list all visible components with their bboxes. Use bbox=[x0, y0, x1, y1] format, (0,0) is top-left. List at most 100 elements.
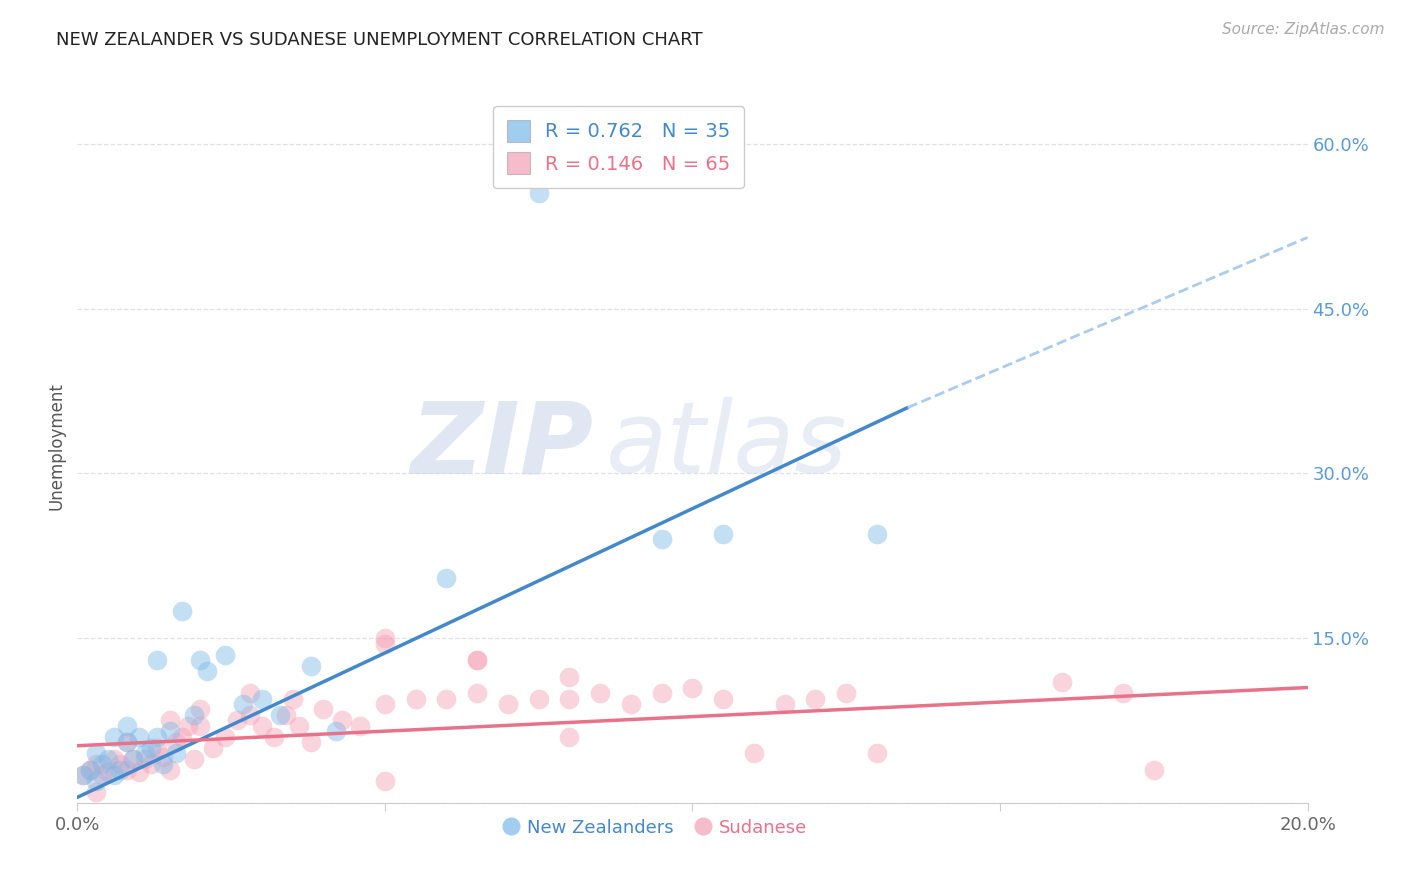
Point bbox=[110, 763, 132, 777]
Point bbox=[188, 702, 212, 716]
Y-axis label: Unemployment: Unemployment bbox=[48, 382, 66, 510]
Point bbox=[651, 686, 673, 700]
Point bbox=[299, 735, 322, 749]
Point bbox=[103, 730, 125, 744]
Point bbox=[159, 714, 181, 728]
Point bbox=[651, 533, 673, 547]
Point bbox=[128, 730, 150, 744]
Point bbox=[835, 686, 858, 700]
Point bbox=[682, 681, 704, 695]
Point bbox=[496, 697, 519, 711]
Point bbox=[558, 730, 581, 744]
Point bbox=[103, 752, 125, 766]
Point bbox=[250, 691, 273, 706]
Point bbox=[141, 757, 163, 772]
Point bbox=[165, 735, 187, 749]
Text: atlas: atlas bbox=[606, 398, 848, 494]
Point bbox=[165, 747, 187, 761]
Point bbox=[276, 708, 298, 723]
Point bbox=[1112, 686, 1135, 700]
Point bbox=[711, 691, 734, 706]
Point bbox=[232, 697, 254, 711]
Point bbox=[804, 691, 827, 706]
Point bbox=[558, 691, 581, 706]
Point bbox=[250, 719, 273, 733]
Point bbox=[374, 631, 396, 645]
Point bbox=[188, 719, 212, 733]
Point bbox=[115, 719, 138, 733]
Point bbox=[146, 653, 169, 667]
Point bbox=[866, 747, 889, 761]
Point bbox=[325, 724, 347, 739]
Point bbox=[84, 773, 107, 788]
Point bbox=[97, 752, 120, 766]
Point bbox=[239, 708, 262, 723]
Point bbox=[269, 708, 291, 723]
Point bbox=[288, 719, 311, 733]
Point bbox=[90, 757, 114, 772]
Point bbox=[134, 747, 156, 761]
Point bbox=[436, 691, 458, 706]
Point bbox=[742, 747, 765, 761]
Point bbox=[374, 697, 396, 711]
Text: Source: ZipAtlas.com: Source: ZipAtlas.com bbox=[1222, 22, 1385, 37]
Point bbox=[159, 724, 181, 739]
Point bbox=[84, 747, 107, 761]
Point bbox=[239, 686, 262, 700]
Point bbox=[773, 697, 796, 711]
Point bbox=[405, 691, 427, 706]
Point bbox=[558, 669, 581, 683]
Text: NEW ZEALANDER VS SUDANESE UNEMPLOYMENT CORRELATION CHART: NEW ZEALANDER VS SUDANESE UNEMPLOYMENT C… bbox=[56, 31, 703, 49]
Point bbox=[90, 768, 114, 782]
Point bbox=[374, 637, 396, 651]
Point bbox=[79, 763, 101, 777]
Point bbox=[121, 752, 143, 766]
Point bbox=[115, 735, 138, 749]
Point bbox=[1050, 675, 1073, 690]
Point bbox=[436, 571, 458, 585]
Point bbox=[589, 686, 612, 700]
Point bbox=[330, 714, 353, 728]
Point bbox=[72, 768, 94, 782]
Point bbox=[527, 691, 550, 706]
Point bbox=[79, 763, 101, 777]
Legend: New Zealanders, Sudanese: New Zealanders, Sudanese bbox=[496, 812, 814, 844]
Point bbox=[214, 648, 236, 662]
Point bbox=[146, 730, 169, 744]
Point bbox=[195, 664, 218, 678]
Text: ZIP: ZIP bbox=[411, 398, 595, 494]
Point bbox=[263, 730, 285, 744]
Point bbox=[620, 697, 643, 711]
Point bbox=[84, 757, 107, 772]
Point bbox=[128, 765, 150, 780]
Point bbox=[374, 773, 396, 788]
Point bbox=[188, 653, 212, 667]
Point bbox=[527, 186, 550, 201]
Point bbox=[226, 714, 249, 728]
Point bbox=[170, 730, 193, 744]
Point bbox=[152, 749, 174, 764]
Point bbox=[281, 691, 304, 706]
Point bbox=[152, 757, 174, 772]
Point bbox=[312, 702, 335, 716]
Point bbox=[146, 740, 169, 755]
Point bbox=[299, 658, 322, 673]
Point bbox=[84, 785, 107, 799]
Point bbox=[141, 740, 163, 755]
Point bbox=[1143, 763, 1166, 777]
Point bbox=[214, 730, 236, 744]
Point bbox=[72, 768, 94, 782]
Point bbox=[866, 526, 889, 541]
Point bbox=[110, 757, 132, 772]
Point bbox=[465, 653, 488, 667]
Point bbox=[115, 735, 138, 749]
Point bbox=[170, 604, 193, 618]
Point bbox=[121, 752, 143, 766]
Point bbox=[711, 526, 734, 541]
Point bbox=[177, 719, 200, 733]
Point bbox=[465, 686, 488, 700]
Point bbox=[465, 653, 488, 667]
Point bbox=[97, 765, 120, 780]
Point bbox=[183, 752, 205, 766]
Point bbox=[349, 719, 371, 733]
